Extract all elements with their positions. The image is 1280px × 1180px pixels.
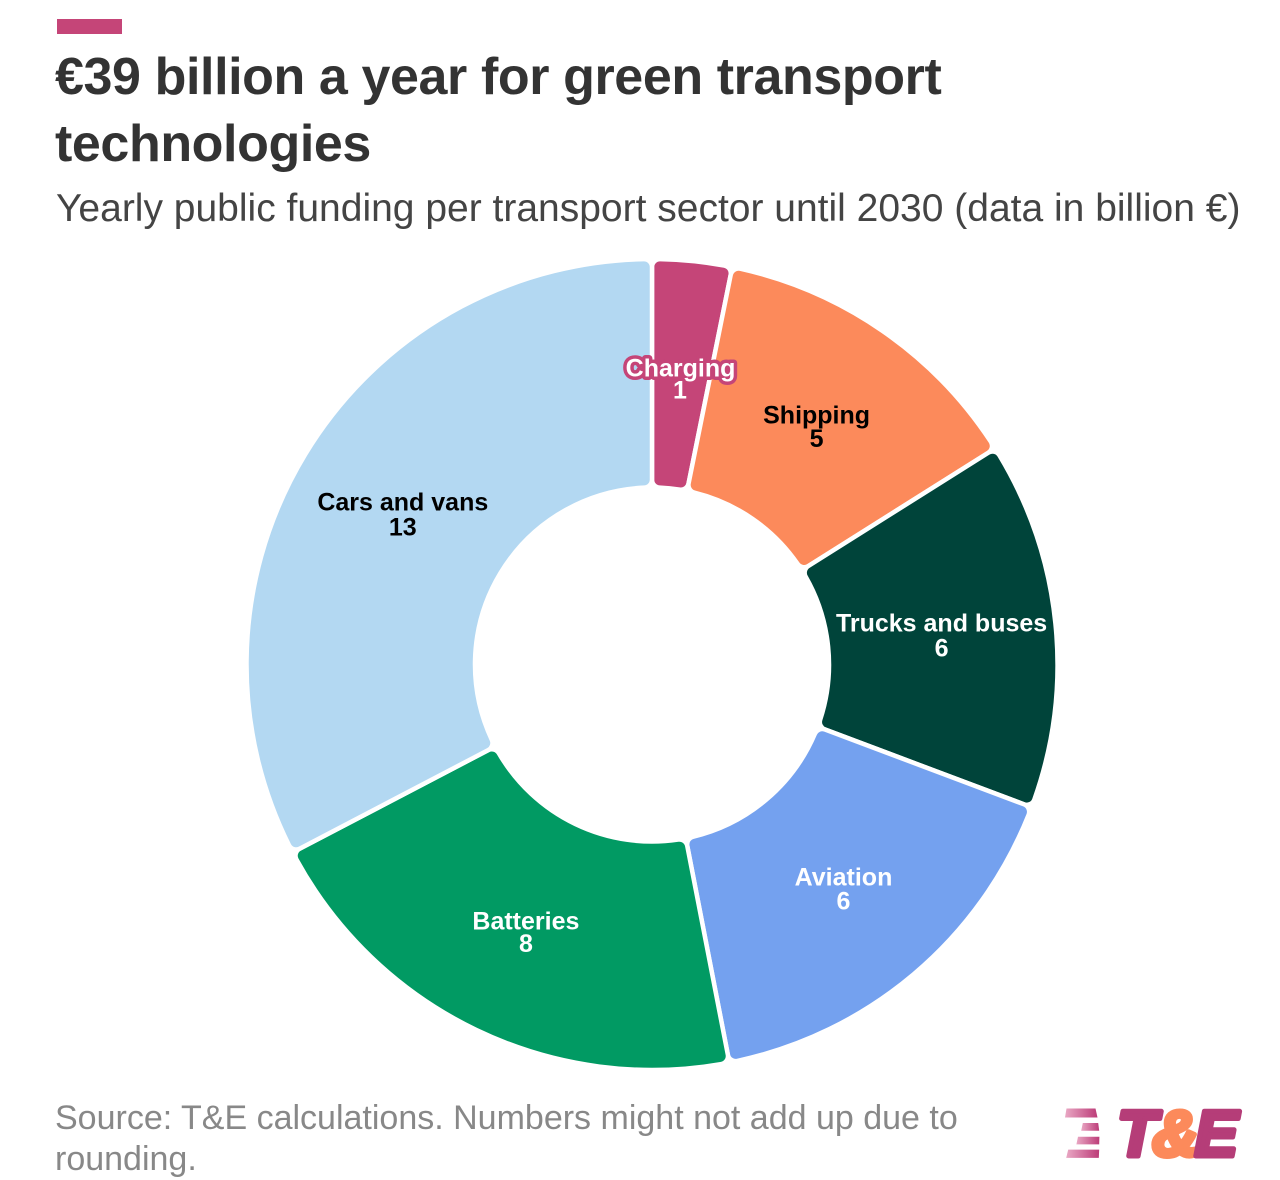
svg-text:8: 8 bbox=[519, 930, 533, 958]
svg-text:Shipping: Shipping bbox=[763, 402, 870, 430]
svg-text:Cars and vans: Cars and vans bbox=[317, 489, 488, 517]
svg-text:Trucks and buses: Trucks and buses bbox=[836, 610, 1047, 638]
svg-text:Charging: Charging bbox=[626, 355, 736, 383]
svg-text:Batteries: Batteries bbox=[472, 908, 579, 936]
svg-text:T&E: T&E bbox=[1117, 1098, 1240, 1168]
svg-text:6: 6 bbox=[935, 634, 949, 662]
svg-text:Aviation: Aviation bbox=[795, 863, 893, 891]
svg-text:1: 1 bbox=[673, 377, 687, 405]
svg-text:6: 6 bbox=[837, 887, 851, 915]
svg-text:5: 5 bbox=[810, 425, 824, 453]
svg-text:13: 13 bbox=[389, 514, 417, 542]
